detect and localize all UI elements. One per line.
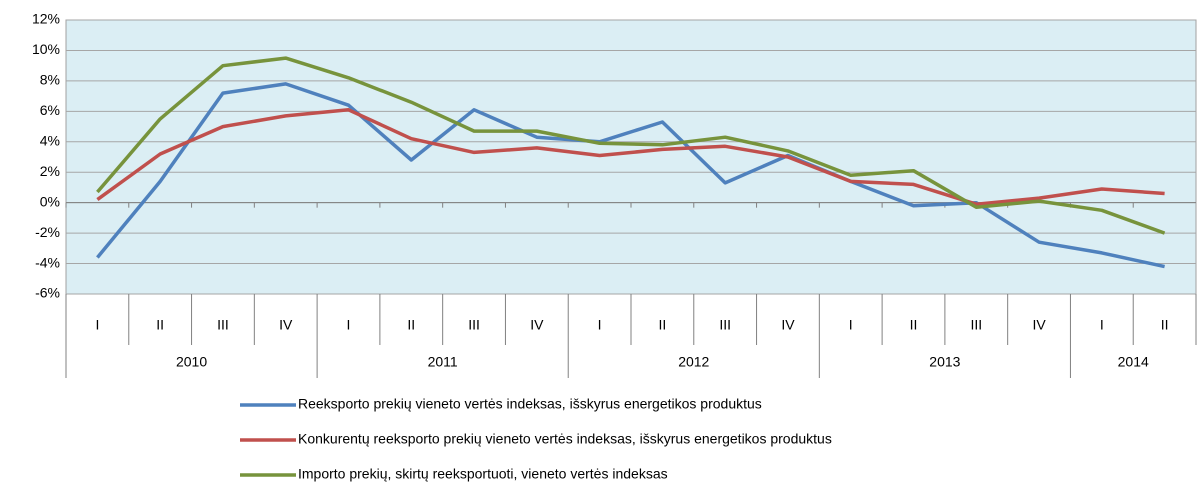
x-tick-label: III (970, 317, 982, 333)
y-tick-label: 6% (40, 102, 60, 118)
y-tick-label: 4% (40, 132, 60, 148)
x-tick-label: I (1100, 317, 1104, 333)
x-tick-label: II (910, 317, 918, 333)
legend-label: Konkurentų reeksporto prekių vieneto ver… (298, 431, 832, 447)
series-line (96, 82, 1165, 269)
series-line (96, 56, 1166, 235)
group-label: 2012 (678, 354, 709, 370)
y-tick-label: -2% (35, 224, 60, 240)
y-tick-label: 8% (40, 72, 60, 88)
x-tick-label: III (468, 317, 480, 333)
group-label: 2010 (176, 354, 207, 370)
group-label: 2011 (428, 354, 458, 370)
x-tick-label: II (1161, 317, 1169, 333)
y-tick-label: 0% (40, 193, 60, 209)
x-tick-label: I (95, 317, 99, 333)
legend-label: Reeksporto prekių vieneto vertės indeksa… (298, 396, 762, 412)
x-tick-label: II (156, 317, 164, 333)
legend-label: Importo prekių, skirtų reeksportuoti, vi… (298, 466, 668, 482)
x-tick-label: IV (781, 317, 795, 333)
x-tick-label: IV (1032, 317, 1046, 333)
x-tick-label: I (849, 317, 853, 333)
x-tick-label: III (217, 317, 229, 333)
x-tick-label: III (719, 317, 731, 333)
x-tick-label: II (407, 317, 415, 333)
y-tick-label: 10% (32, 41, 60, 57)
y-tick-label: 2% (40, 163, 60, 179)
y-tick-label: -4% (35, 254, 60, 270)
x-tick-label: IV (530, 317, 544, 333)
x-tick-label: IV (279, 317, 293, 333)
x-tick-label: II (658, 317, 666, 333)
x-tick-label: I (347, 317, 351, 333)
y-tick-label: 12% (32, 11, 60, 27)
group-label: 2014 (1118, 354, 1149, 370)
plot-area (65, 19, 1197, 295)
x-tick-label: I (598, 317, 602, 333)
group-label: 2013 (929, 354, 960, 370)
y-tick-label: -6% (35, 285, 60, 301)
series-line (96, 108, 1165, 206)
